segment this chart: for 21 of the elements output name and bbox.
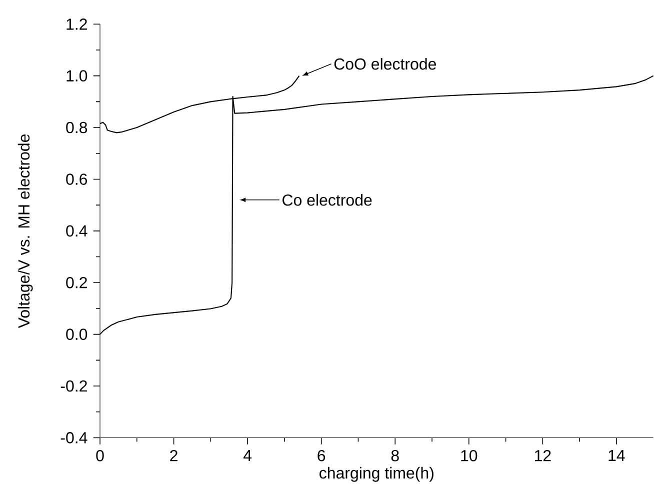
y-tick-label: 0.2 [66, 276, 87, 288]
y-tick-label: 1.0 [66, 70, 88, 82]
y-tick-label: 0.0 [66, 328, 88, 340]
y-tick-label: -0.4 [60, 432, 88, 444]
x-tick-label: 12 [534, 450, 551, 462]
y-tick-label: 0.6 [66, 174, 88, 185]
annotation: CoO electrode [334, 58, 436, 70]
x-tick-label: 4 [243, 450, 252, 461]
x-tick-label: 14 [608, 450, 625, 461]
y-tick-label: 1.2 [66, 18, 87, 30]
y-tick-label: 0.4 [66, 225, 88, 237]
y-tick-label: 0.8 [66, 122, 88, 134]
x-tick-label: 6 [318, 450, 326, 462]
annotation: Co electrode [282, 194, 372, 206]
x-tick-label: 8 [391, 450, 399, 462]
x-tick-label: 0 [96, 450, 104, 462]
x-tick-label: 10 [461, 450, 478, 462]
y-tick-label: -0.2 [60, 380, 87, 392]
x-axis-title: charging time(h) [320, 466, 434, 482]
x-tick-label: 2 [170, 450, 178, 462]
y-axis-title: Voltage/V vs. MH electrode [18, 134, 33, 328]
